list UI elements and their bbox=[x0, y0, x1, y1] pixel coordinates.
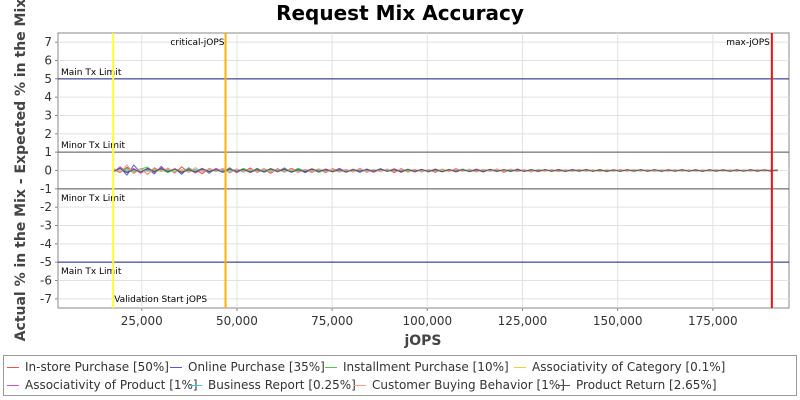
limit-label: Minor Tx Limit bbox=[61, 194, 126, 204]
legend-label: Product Return [2.65%] bbox=[576, 378, 717, 392]
legend-label: Customer Buying Behavior [1%] bbox=[372, 378, 565, 392]
marker-label: critical-jOPS bbox=[170, 38, 224, 48]
legend-swatch bbox=[354, 384, 366, 386]
y-tick-label: 3 bbox=[44, 109, 52, 123]
chart-title: Request Mix Accuracy bbox=[276, 1, 524, 25]
limit-label: Minor Tx Limit bbox=[61, 141, 126, 151]
y-axis-ticks: 7 6 5 4 3 2 1 0 -1 -2 -3 -4 -5 -6 -7 bbox=[40, 35, 58, 306]
legend-item: Online Purchase [35%] bbox=[170, 358, 325, 376]
y-tick-label: -7 bbox=[40, 292, 52, 306]
legend-item: In-store Purchase [50%] bbox=[7, 358, 169, 376]
x-tick-label: 75,000 bbox=[311, 314, 353, 328]
legend-item: Associativity of Product [1%] bbox=[7, 376, 198, 394]
y-tick-label: 7 bbox=[44, 35, 52, 49]
legend-swatch bbox=[170, 366, 182, 368]
y-tick-label: 0 bbox=[44, 164, 52, 178]
limit-label: Main Tx Limit bbox=[61, 68, 122, 78]
y-tick-label: -5 bbox=[40, 255, 52, 269]
chart-canvas: Request Mix Accuracy Main Tx Limit Minor … bbox=[13, 0, 790, 349]
x-tick-label: 50,000 bbox=[216, 314, 258, 328]
x-tick-label: 25,000 bbox=[121, 314, 163, 328]
legend-item: Business Report [0.25%] bbox=[190, 376, 356, 394]
legend-label: Associativity of Category [0.1%] bbox=[532, 360, 726, 374]
y-tick-label: 2 bbox=[44, 127, 52, 141]
y-tick-label: 1 bbox=[44, 145, 52, 159]
y-tick-label: -4 bbox=[40, 237, 52, 251]
legend-label: Associativity of Product [1%] bbox=[25, 378, 198, 392]
legend-item: Installment Purchase [10%] bbox=[325, 358, 509, 376]
series-lines bbox=[112, 164, 778, 176]
legend-swatch bbox=[7, 384, 19, 386]
legend-swatch bbox=[325, 366, 337, 368]
x-axis-ticks: 25,000 50,000 75,000 100,000 125,000 150,000 1… bbox=[121, 308, 738, 328]
marker-label: max-jOPS bbox=[726, 38, 770, 48]
legend-swatch bbox=[514, 366, 526, 368]
legend-item: Product Return [2.65%] bbox=[558, 376, 717, 394]
legend-label: Business Report [0.25%] bbox=[208, 378, 356, 392]
series-line bbox=[113, 167, 778, 174]
y-tick-label: 5 bbox=[44, 72, 52, 86]
reference-lines: Main Tx Limit Minor Tx Limit Minor Tx Limi… bbox=[58, 68, 789, 277]
x-tick-label: 175,000 bbox=[688, 314, 738, 328]
legend-label: Online Purchase [35%] bbox=[188, 360, 325, 374]
x-tick-label: 100,000 bbox=[402, 314, 452, 328]
vertical-markers: Validation Start jOPS critical-jOPS max-jO… bbox=[112, 33, 773, 308]
legend-swatch bbox=[7, 366, 19, 368]
y-tick-label: 6 bbox=[44, 54, 52, 68]
y-axis-title: Actual % in the Mix - Expected % in the … bbox=[13, 0, 29, 341]
y-tick-label: -6 bbox=[40, 274, 52, 288]
legend-swatch bbox=[190, 384, 202, 386]
y-tick-label: -1 bbox=[40, 182, 52, 196]
legend: In-store Purchase [50%] Online Purchase [… bbox=[3, 355, 797, 396]
legend-item: Associativity of Category [0.1%] bbox=[514, 358, 725, 376]
marker-label: Validation Start jOPS bbox=[114, 295, 207, 305]
legend-item: Customer Buying Behavior [1%] bbox=[354, 376, 565, 394]
x-tick-label: 125,000 bbox=[498, 314, 548, 328]
x-tick-label: 150,000 bbox=[593, 314, 643, 328]
legend-swatch bbox=[558, 384, 570, 386]
legend-label: In-store Purchase [50%] bbox=[25, 360, 169, 374]
legend-label: Installment Purchase [10%] bbox=[343, 360, 509, 374]
x-axis-title: jOPS bbox=[403, 333, 441, 349]
limit-label: Main Tx Limit bbox=[61, 267, 122, 277]
y-tick-label: 4 bbox=[44, 90, 52, 104]
y-tick-label: -3 bbox=[40, 219, 52, 233]
y-tick-label: -2 bbox=[40, 200, 52, 214]
